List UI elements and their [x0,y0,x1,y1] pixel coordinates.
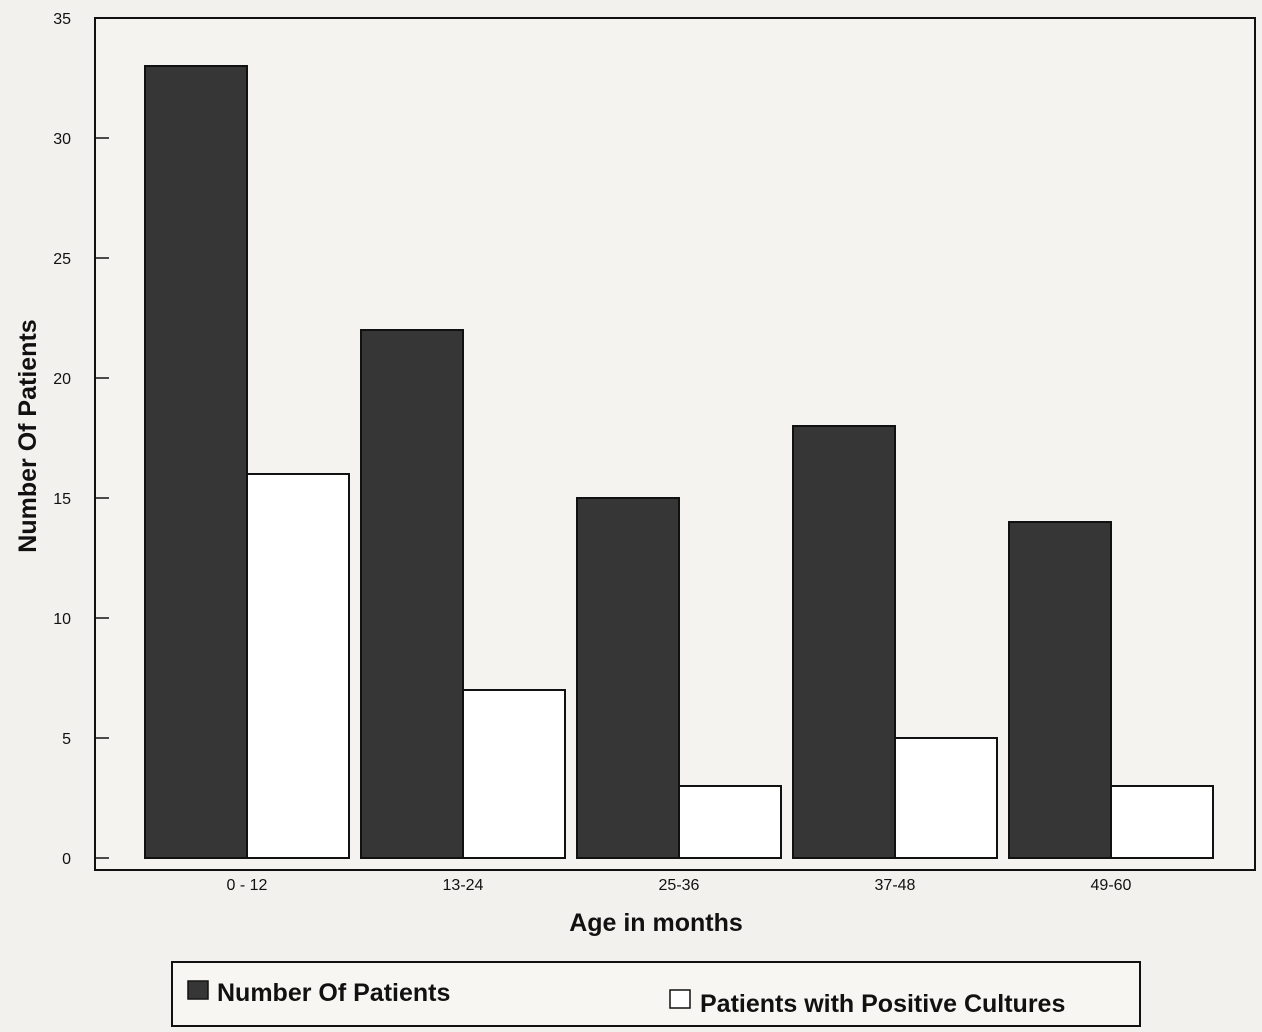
legend-swatch-positive-cultures [669,989,691,1009]
bar-positive-cultures [1110,785,1214,859]
x-tick-label: 37-48 [875,877,916,894]
y-tick-label: 0 [62,851,71,868]
y-tick-label: 25 [53,251,71,268]
legend-swatch-number-of-patients [187,980,209,1000]
legend-box [171,961,1141,1027]
y-tick-label: 20 [53,371,71,388]
bar-number-of-patients [144,65,248,859]
legend-label-positive-cultures: Patients with Positive Cultures [700,990,1065,1018]
bar-positive-cultures [894,737,998,859]
legend-label-number-of-patients: Number Of Patients [217,979,450,1007]
x-axis-title: Age in months [569,909,743,937]
y-axis-title: Number Of Patients [14,319,42,552]
x-tick-label: 25-36 [659,877,700,894]
y-tick-label: 15 [53,491,71,508]
bar-number-of-patients [360,329,464,859]
bar-number-of-patients [576,497,680,859]
bars-group [144,65,1214,859]
x-tick-label: 13-24 [443,877,484,894]
bar-positive-cultures [246,473,350,859]
y-tick-label: 35 [53,11,71,28]
bar-positive-cultures [678,785,782,859]
y-tick-label: 5 [62,731,71,748]
bar-number-of-patients [1008,521,1112,859]
bar-positive-cultures [462,689,566,859]
y-axis: 0 5 10 15 20 25 30 35 [53,11,109,868]
bar-number-of-patients [792,425,896,859]
y-tick-label: 10 [53,611,71,628]
legend: Number Of Patients Patients with Positiv… [171,961,1141,1027]
y-tick-label: 30 [53,131,71,148]
x-tick-label: 49-60 [1091,877,1132,894]
x-axis: 0 - 12 13-24 25-36 37-48 49-60 [227,877,1132,894]
x-tick-label: 0 - 12 [227,877,268,894]
